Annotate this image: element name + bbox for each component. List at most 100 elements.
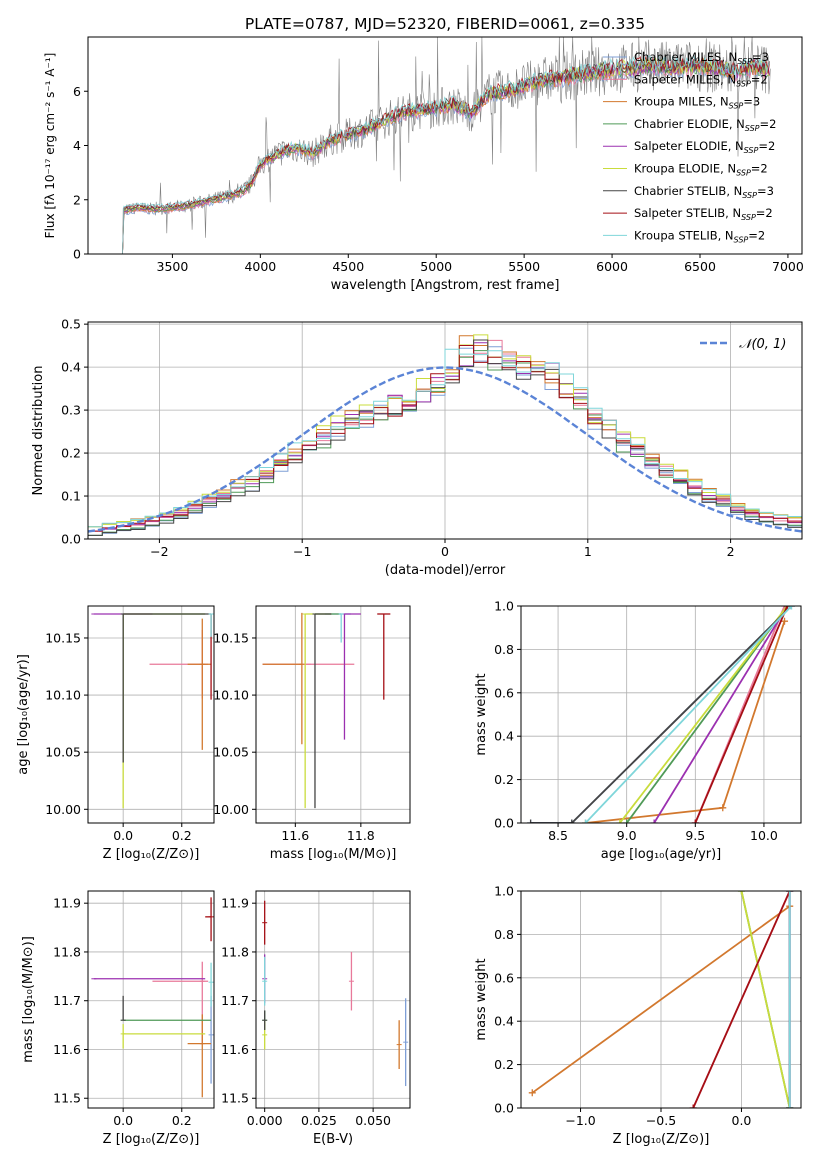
mass_vs_Z-ytick-label: 11.9 — [53, 896, 81, 911]
spectrum-legend: Chabrier MILES, NSSP=3 Salpeter MILES, NS… — [603, 50, 776, 244]
mass_weight_vs_age-marker-kroupa_stelib — [582, 819, 590, 823]
mass_vs_Z-xtick-label: 0.0 — [113, 1113, 133, 1128]
mass_vs_Z-ytick-label: 11.7 — [53, 993, 81, 1008]
mass_weight_vs_age-marker-chabrier_elodie — [623, 819, 631, 823]
spectrum-xtick-label: 4000 — [244, 259, 276, 274]
mass_weight_vs_age-frame — [520, 605, 802, 824]
age_vs_Z-ylabel: age [log₁₀(age/yr)] — [16, 654, 31, 775]
mass_weight_vs_Z-marker-kroupa_miles — [528, 1089, 536, 1097]
mass_vs_ebv-xtick-label: 0.000 — [247, 1113, 283, 1128]
mass_weight_vs_age-ytick-label: 0.8 — [494, 642, 514, 657]
mass_vs_Z-point-chabrier_stelib — [120, 995, 126, 1021]
spectrum-model-chabrier_miles — [119, 61, 770, 254]
spectrum-xtick-label: 6500 — [684, 259, 716, 274]
legend-label-chabrier_miles: Chabrier MILES, NSSP=3 — [634, 50, 769, 66]
spectrum-ytick-label: 2 — [73, 192, 81, 207]
mass_weight_vs_Z-ytick-label: 0.6 — [494, 970, 514, 985]
residuals-panel: −2 −1 0 1 2 0.0 0.1 0.2 0.3 0.4 0.5 (data-model)/er… — [31, 317, 803, 578]
age_vs_Z-ytick-label: 10.10 — [45, 688, 81, 703]
mass_weight_vs_age-panel: 8.5 9.0 9.5 10.0 0.0 0.2 0.4 0.6 0.8 1.0 age [log₁… — [474, 599, 802, 862]
residuals-ytick-label: 0.2 — [61, 446, 81, 461]
spectrum-xtick-label: 5000 — [420, 259, 452, 274]
mass_vs_ebv-point-salpeter_miles — [348, 951, 354, 1011]
age_vs_mass-point-kroupa_elodie — [302, 613, 332, 809]
spectrum-ylabel: Flux [fλ 10⁻¹⁷ erg cm⁻² s⁻¹ A⁻¹] — [43, 53, 57, 239]
legend-label-salpeter_elodie: Salpeter ELODIE, NSSP=2 — [634, 139, 775, 155]
mass_vs_ebv-xtick-label: 0.050 — [355, 1113, 391, 1128]
mass_weight_vs_age-ytick-label: 0.6 — [494, 685, 514, 700]
mass_vs_ebv-ytick-label: 11.8 — [221, 944, 249, 959]
mass_vs_Z-xlabel: Z [log₁₀(Z/Z⊙)] — [103, 1132, 200, 1147]
age_vs_mass-point-salpeter_elodie — [341, 613, 361, 740]
mass_vs_ebv-point-kroupa_stelib — [262, 956, 268, 1006]
legend-label-kroupa_miles: Kroupa MILES, NSSP=3 — [634, 95, 760, 111]
spectrum-xtick-label: 6000 — [596, 259, 628, 274]
mass_weight_vs_Z-line-kroupa_miles — [531, 905, 791, 1094]
mass_vs_Z-ylabel: mass [log₁₀(M/M⊙)] — [21, 936, 36, 1063]
residuals-ytick-label: 0.1 — [61, 489, 81, 504]
age_vs_Z-point-chabrier_elodie — [120, 613, 206, 763]
spectrum-ytick-label: 0 — [73, 247, 81, 262]
age_vs_Z-ytick-label: 10.15 — [45, 630, 81, 645]
mass_weight_vs_Z-marker-salpeter_stelib — [689, 1104, 697, 1108]
residuals-ytick-label: 0.5 — [61, 317, 81, 332]
legend-label-salpeter_stelib: Salpeter STELIB, NSSP=2 — [634, 206, 773, 222]
mass_weight_vs_age-marker-salpeter_stelib — [691, 819, 699, 823]
mass_vs_ebv-xlabel: E(B-V) — [313, 1132, 353, 1147]
age_vs_Z-point-kroupa_elodie — [120, 613, 206, 809]
mass_weight_vs_Z-xlabel: Z [log₁₀(Z/Z⊙)] — [613, 1132, 710, 1147]
residuals-ytick-label: 0.3 — [61, 403, 81, 418]
age_vs_mass-point-kroupa_stelib — [338, 613, 344, 643]
legend-label-kroupa_stelib: Kroupa STELIB, NSSP=2 — [634, 228, 765, 244]
mass_weight_vs_age-xtick-label: 10.0 — [750, 828, 778, 843]
spectrum-ytick-label: 4 — [73, 138, 81, 153]
mass_weight_vs_age-line-kroupa_elodie — [619, 606, 789, 823]
mass_weight_vs_Z-marker-kroupa_stelib — [786, 1104, 794, 1108]
mass_vs_Z-ytick-label: 11.6 — [53, 1042, 81, 1057]
residual-hist-chabrier_stelib — [88, 339, 802, 536]
age_vs_mass-point-salpeter_stelib — [377, 613, 391, 700]
age_vs_Z-frame — [87, 605, 215, 824]
mass_vs_Z-xtick-label: 0.2 — [172, 1113, 192, 1128]
spectrum-xtick-label: 4500 — [332, 259, 364, 274]
age_vs_mass-xtick-label: 11.8 — [347, 828, 375, 843]
mass_weight_vs_age-marker-chabrier_stelib — [568, 819, 576, 823]
mass_weight_vs_age-marker-salpeter_stelib — [783, 606, 791, 610]
mass_weight_vs_Z-xtick-label: 0.0 — [732, 1113, 752, 1128]
mass_weight_vs_Z-plot-area — [528, 891, 794, 1108]
age_vs_mass-ytick-label: 10.05 — [213, 745, 249, 760]
age_vs_mass-ytick-label: 10.15 — [213, 630, 249, 645]
legend-label-chabrier_elodie: Chabrier ELODIE, NSSP=2 — [634, 117, 776, 133]
legend-label-salpeter_miles: Salpeter MILES, NSSP=2 — [634, 72, 768, 88]
age_vs_Z-xtick-label: 0.2 — [172, 828, 192, 843]
mass_weight_vs_age-line-chabrier_miles — [530, 606, 793, 823]
mass_vs_Z-point-chabrier_miles — [208, 995, 214, 1084]
legend-label-chabrier_stelib: Chabrier STELIB, NSSP=3 — [634, 184, 774, 200]
residuals-xtick-label: −1 — [293, 544, 311, 559]
mass_vs_Z-point-kroupa_elodie — [120, 1024, 206, 1049]
spectrum-xtick-label: 7000 — [772, 259, 804, 274]
age_vs_Z-xlabel: Z [log₁₀(Z/Z⊙)] — [103, 847, 200, 862]
mass_weight_vs_Z-panel: −1.0 −0.5 0.0 0.0 0.2 0.4 0.6 0.8 1.0 Z [log₁₀(Z/… — [474, 884, 802, 1147]
mass_weight_vs_age-line-salpeter_stelib — [694, 606, 789, 823]
mass_vs_ebv-point-chabrier_stelib — [262, 1010, 268, 1030]
mass_weight_vs_Z-ytick-label: 1.0 — [494, 884, 514, 899]
mass_vs_ebv-panel: 0.000 0.025 0.050 11.5 11.6 11.7 11.8 11.9 E(B-V… — [221, 890, 411, 1147]
age_vs_Z-point-chabrier_stelib — [120, 613, 212, 763]
mass_weight_vs_age-xlabel: age [log₁₀(age/yr)] — [601, 847, 722, 862]
mass_vs_Z-plot-area — [91, 897, 214, 1098]
spectrum-plot-area — [119, 37, 771, 254]
mass_vs_Z-ytick-label: 11.5 — [53, 1091, 81, 1106]
figure-title: PLATE=0787, MJD=52320, FIBERID=0061, z=0… — [245, 15, 645, 33]
mass_weight_vs_Z-ytick-label: 0.0 — [494, 1101, 514, 1116]
age_vs_Z-ytick-label: 10.00 — [45, 802, 81, 817]
mass_weight_vs_age-marker-kroupa_stelib — [787, 606, 795, 610]
residuals-xtick-label: 2 — [727, 544, 735, 559]
mass_vs_ebv-frame — [255, 890, 411, 1109]
mass_vs_ebv-point-salpeter_stelib — [262, 900, 268, 945]
mass_weight_vs_age-marker-kroupa_elodie — [616, 819, 624, 823]
mass_weight_vs_age-xtick-label: 8.5 — [548, 828, 568, 843]
age_vs_mass-ytick-label: 10.00 — [213, 802, 249, 817]
mass_vs_Z-point-kroupa_stelib — [208, 962, 214, 1007]
